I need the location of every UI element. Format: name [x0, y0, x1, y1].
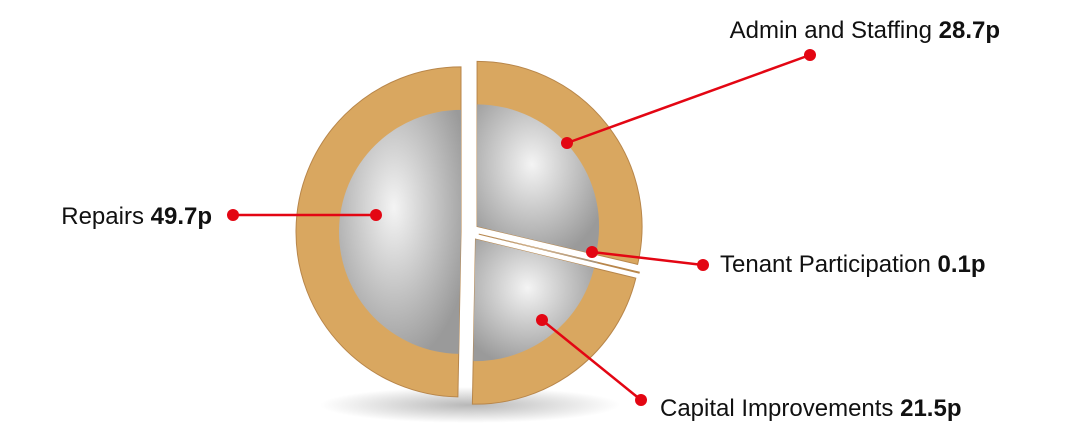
leader-line	[567, 55, 810, 143]
category-name: Repairs	[61, 203, 144, 230]
value-label: 0.1p	[937, 251, 985, 278]
leader-dot	[804, 49, 816, 61]
chart: Repairs 49.7p Admin and Staffing 28.7p Ten…	[0, 0, 1083, 425]
leader-dot	[697, 259, 709, 271]
slice-label: Repairs 49.7p	[61, 203, 212, 230]
leader-line	[592, 252, 703, 265]
leader-dot	[561, 137, 573, 149]
category-name: Capital Improvements	[660, 395, 893, 422]
value-label: 28.7p	[939, 17, 1000, 44]
coin-shadow	[320, 387, 620, 423]
slice-label: Capital Improvements 21.5p	[660, 395, 961, 422]
slice-label: Tenant Participation 0.1p	[720, 251, 986, 278]
value-label: 49.7p	[151, 203, 212, 230]
leader-dot	[370, 209, 382, 221]
category-name: Admin and Staffing	[730, 17, 932, 44]
leader-dot	[586, 246, 598, 258]
value-label: 21.5p	[900, 395, 961, 422]
leader-dot	[635, 394, 647, 406]
leader-dot	[536, 314, 548, 326]
slice-label: Admin and Staffing 28.7p	[730, 17, 1000, 44]
leader-dot	[227, 209, 239, 221]
category-name: Tenant Participation	[720, 251, 931, 278]
